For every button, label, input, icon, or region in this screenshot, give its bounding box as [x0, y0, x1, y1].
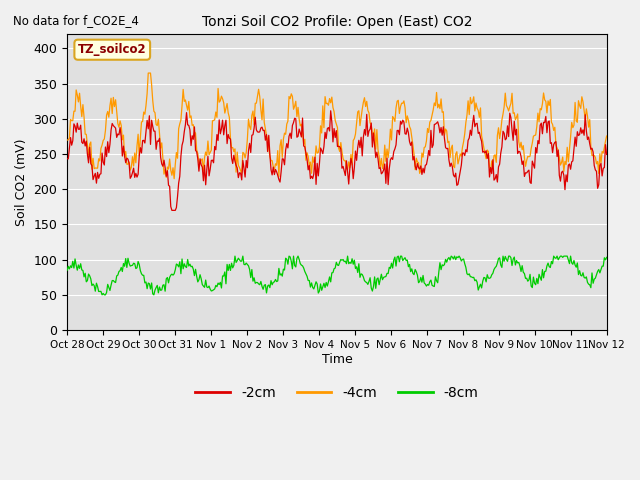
Legend: -2cm, -4cm, -8cm: -2cm, -4cm, -8cm	[189, 381, 484, 406]
Y-axis label: Soil CO2 (mV): Soil CO2 (mV)	[15, 138, 28, 226]
Text: TZ_soilco2: TZ_soilco2	[78, 43, 147, 56]
X-axis label: Time: Time	[321, 352, 352, 366]
Text: No data for f_CO2E_4: No data for f_CO2E_4	[13, 14, 139, 27]
Title: Tonzi Soil CO2 Profile: Open (East) CO2: Tonzi Soil CO2 Profile: Open (East) CO2	[202, 15, 472, 29]
